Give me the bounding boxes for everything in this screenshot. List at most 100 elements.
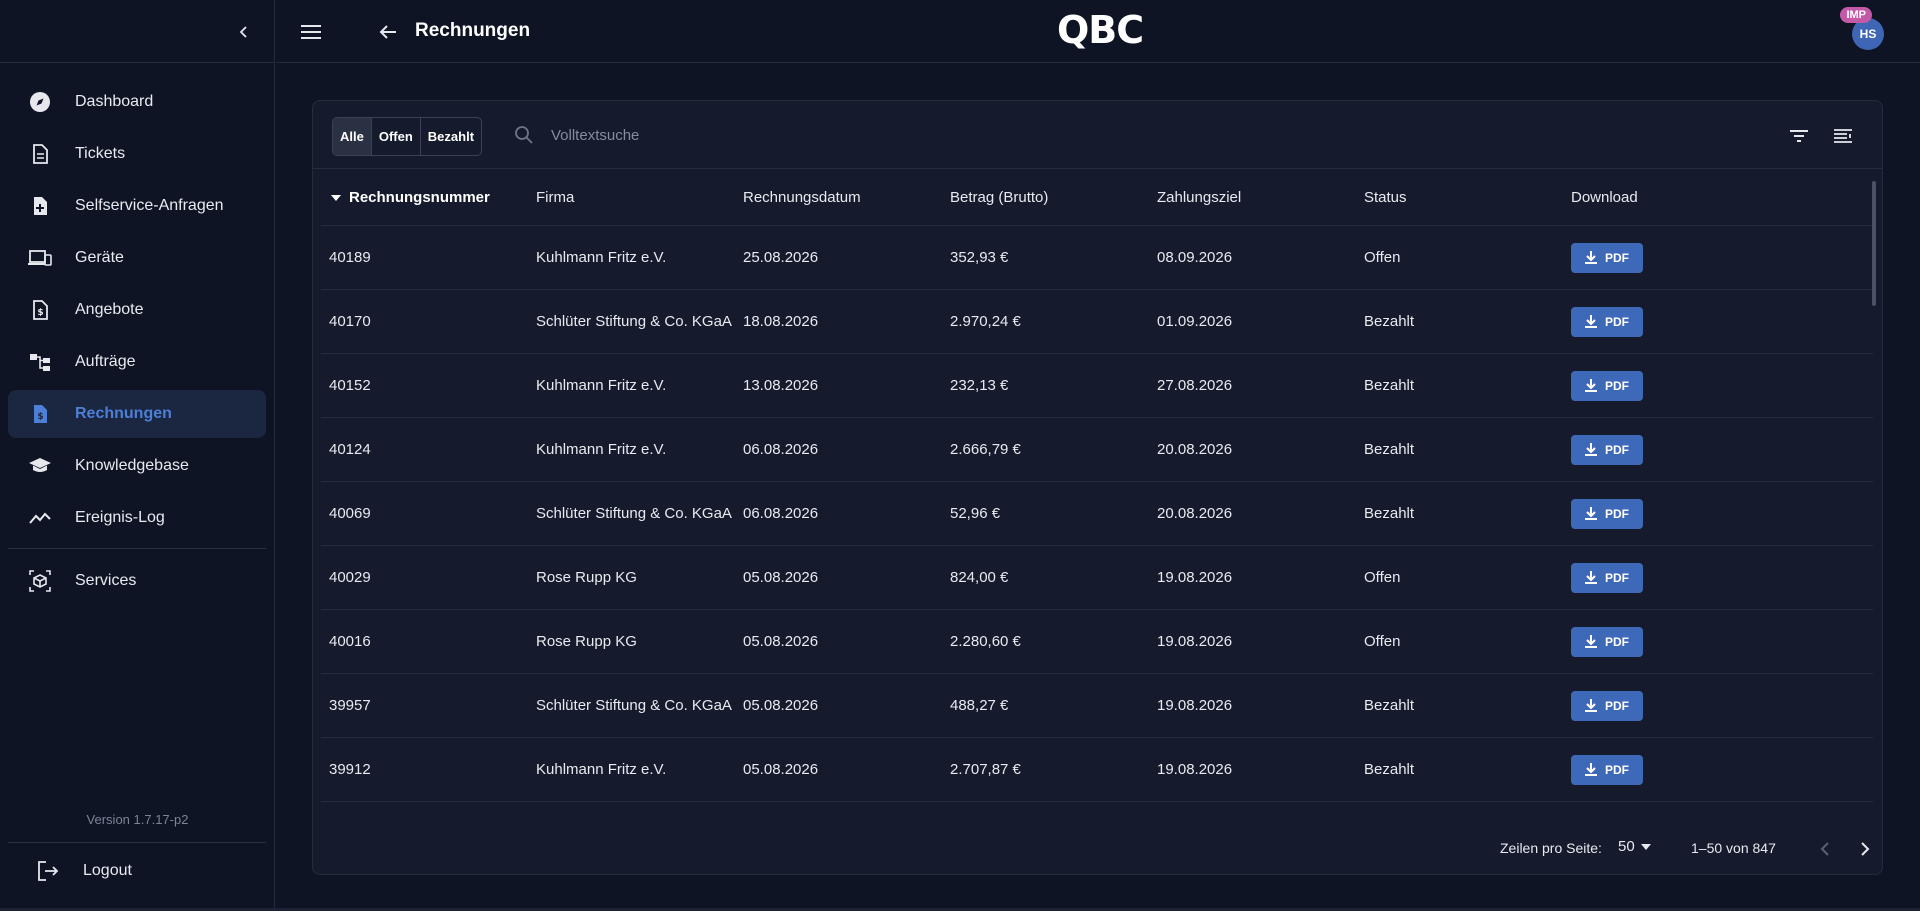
table-cell: 19.08.2026 xyxy=(1157,569,1233,586)
sidebar-item-label: Dashboard xyxy=(75,93,154,110)
column-header-firma[interactable]: Firma xyxy=(536,189,575,206)
scrollbar-thumb[interactable] xyxy=(1872,181,1876,306)
back-button[interactable] xyxy=(375,19,401,45)
rows-per-page-select[interactable]: 50 xyxy=(1618,838,1651,855)
table-row[interactable]: 39912 Kuhlmann Fritz e.V. 05.08.2026 2.707,… xyxy=(321,738,1873,802)
sidebar-item-rechnungen[interactable]: $ Rechnungen xyxy=(8,390,266,438)
sidebar-item-knowledgebase[interactable]: Knowledgebase xyxy=(8,442,266,490)
collapse-sidebar-button[interactable] xyxy=(232,20,256,44)
table-cell: 05.08.2026 xyxy=(743,697,819,714)
table-cell: Bezahlt xyxy=(1364,697,1415,714)
table-row[interactable]: 39789Rose Rupp KG03.08.2026929,45 €17.08… xyxy=(321,802,1873,803)
table-cell: Rose Rupp KG xyxy=(536,569,637,586)
column-header-download: Download xyxy=(1571,189,1638,206)
table-cell: 2.666,79 € xyxy=(950,441,1021,458)
column-header-rechnungsdatum[interactable]: Rechnungsdatum xyxy=(743,189,861,206)
download-pdf-button[interactable]: PDF xyxy=(1571,754,1643,785)
filter-all-button[interactable]: Alle xyxy=(333,118,372,155)
table-cell: 40069 xyxy=(329,505,371,522)
table-cell: 19.08.2026 xyxy=(1157,697,1233,714)
sidebar-item-ereignis-log[interactable]: Ereignis-Log xyxy=(8,494,266,542)
table-cell: PDF xyxy=(1563,370,1863,401)
table-row[interactable]: 40124 Kuhlmann Fritz e.V. 06.08.2026 2.666,… xyxy=(321,418,1873,482)
download-pdf-label: PDF xyxy=(1605,762,1629,777)
sidebar: Dashboard Tickets Selfservice-Anfragen G… xyxy=(0,0,275,911)
table-cell: 05.08.2026 xyxy=(743,569,819,586)
table-cell: 52,96 € xyxy=(950,505,1001,522)
table-row[interactable]: 39957 Schlüter Stiftung & Co. KGaA 05.08.2… xyxy=(321,674,1873,738)
table-row[interactable]: 40170 Schlüter Stiftung & Co. KGaA 18.08.2… xyxy=(321,290,1873,354)
sidebar-item-tickets[interactable]: Tickets xyxy=(8,130,266,178)
table-row[interactable]: 40152 Kuhlmann Fritz e.V. 13.08.2026 232,13… xyxy=(321,354,1873,418)
cube-icon xyxy=(28,569,52,593)
download-pdf-button[interactable]: PDF xyxy=(1571,306,1643,337)
sidebar-item-auftraege[interactable]: Aufträge xyxy=(8,338,266,386)
table-cell: Kuhlmann Fritz e.V. xyxy=(536,761,667,778)
column-header-betrag[interactable]: Betrag (Brutto) xyxy=(950,189,1049,206)
table-cell: Bezahlt xyxy=(1364,313,1415,330)
sidebar-item-angebote[interactable]: $ Angebote xyxy=(8,286,266,334)
pagination: Zeilen pro Seite: 50 1–50 von 847 xyxy=(313,823,1882,873)
filter-button[interactable] xyxy=(1786,123,1812,149)
table-row[interactable]: 40029 Rose Rupp KG 05.08.2026 824,00 € 19.08… xyxy=(321,546,1873,610)
table-cell: 40029 xyxy=(329,569,371,586)
table-cell: 06.08.2026 xyxy=(743,505,819,522)
download-pdf-button[interactable]: PDF xyxy=(1571,562,1643,593)
trend-line-icon xyxy=(28,506,52,530)
download-pdf-button[interactable]: PDF xyxy=(1571,434,1643,465)
table-cell: 05.08.2026 xyxy=(743,761,819,778)
sidebar-item-dashboard[interactable]: Dashboard xyxy=(8,78,266,126)
download-pdf-label: PDF xyxy=(1605,442,1629,457)
next-page-button[interactable] xyxy=(1853,837,1877,861)
column-header-rechnungsnummer[interactable]: Rechnungsnummer xyxy=(321,189,528,206)
logout-icon xyxy=(36,859,60,883)
logout-button[interactable]: Logout xyxy=(16,847,258,895)
menu-button[interactable] xyxy=(298,19,324,45)
logout-label: Logout xyxy=(83,862,132,879)
download-pdf-button[interactable]: PDF xyxy=(1571,498,1643,529)
table-row[interactable]: 40016 Rose Rupp KG 05.08.2026 2.280,60 € 19.… xyxy=(321,610,1873,674)
sidebar-item-geraete[interactable]: Geräte xyxy=(8,234,266,282)
table-header: Rechnungsnummer Firma Rechnungsdatum Bet… xyxy=(321,170,1873,226)
download-pdf-label: PDF xyxy=(1605,698,1629,713)
filter-paid-button[interactable]: Bezahlt xyxy=(427,129,475,144)
download-pdf-button[interactable]: PDF xyxy=(1571,690,1643,721)
download-icon xyxy=(1585,699,1597,712)
invoices-card: Alle Offen Bezahlt Rechnungsnummer Firma… xyxy=(312,100,1883,875)
download-pdf-button[interactable]: PDF xyxy=(1571,626,1643,657)
search-input[interactable] xyxy=(551,121,1151,149)
sidebar-item-label: Angebote xyxy=(75,301,144,318)
download-icon xyxy=(1585,571,1597,584)
svg-text:$: $ xyxy=(37,308,43,318)
table-cell: 05.08.2026 xyxy=(743,633,819,650)
table-cell: 25.08.2026 xyxy=(743,249,819,266)
sidebar-item-selfservice[interactable]: Selfservice-Anfragen xyxy=(8,182,266,230)
devices-icon xyxy=(28,246,52,270)
download-pdf-label: PDF xyxy=(1605,314,1629,329)
avatar[interactable]: HS xyxy=(1852,18,1884,50)
document-icon xyxy=(28,142,52,166)
page-range-label: 1–50 von 847 xyxy=(1691,840,1776,856)
table-cell: 06.08.2026 xyxy=(743,441,819,458)
graduation-cap-icon xyxy=(28,454,52,478)
sidebar-item-services[interactable]: Services xyxy=(8,557,266,605)
table-cell: Bezahlt xyxy=(1364,761,1415,778)
download-pdf-button[interactable]: PDF xyxy=(1571,242,1643,273)
filter-open-button[interactable]: Offen xyxy=(372,118,421,155)
table-cell: 2.280,60 € xyxy=(950,633,1021,650)
previous-page-button[interactable] xyxy=(1813,837,1837,861)
table-row[interactable]: 40189 Kuhlmann Fritz e.V. 25.08.2026 352,93… xyxy=(321,226,1873,290)
download-pdf-button[interactable]: PDF xyxy=(1571,370,1643,401)
download-icon xyxy=(1585,635,1597,648)
columns-button[interactable] xyxy=(1830,123,1856,149)
download-pdf-label: PDF xyxy=(1605,634,1629,649)
sidebar-item-label: Rechnungen xyxy=(75,405,172,422)
download-pdf-label: PDF xyxy=(1605,250,1629,265)
table-cell: 19.08.2026 xyxy=(1157,633,1233,650)
search-icon xyxy=(513,124,535,146)
column-header-zahlungsziel[interactable]: Zahlungsziel xyxy=(1157,189,1242,206)
table-row[interactable]: 40069 Schlüter Stiftung & Co. KGaA 06.08.2… xyxy=(321,482,1873,546)
column-header-status[interactable]: Status xyxy=(1364,189,1407,206)
table-scrollbar[interactable] xyxy=(1872,181,1878,801)
table-cell: PDF xyxy=(1563,242,1863,273)
